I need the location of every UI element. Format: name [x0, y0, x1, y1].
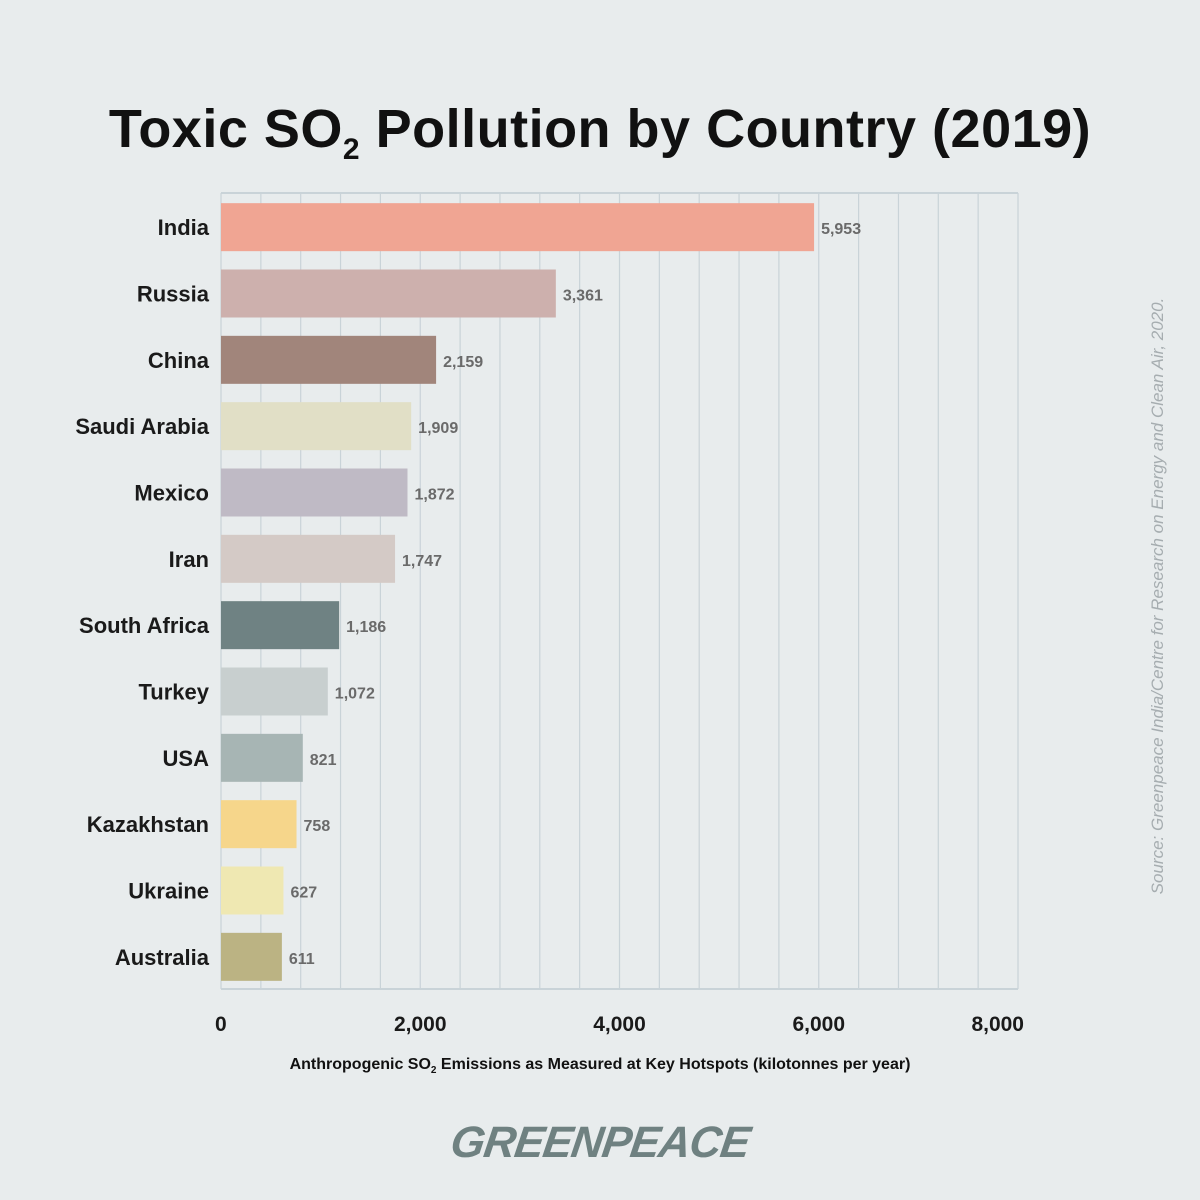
bar-australia [221, 932, 282, 981]
value-label: 758 [304, 818, 331, 835]
x-tick-label: 4,000 [593, 1013, 646, 1036]
category-label: South Africa [79, 613, 210, 638]
value-label: 1,186 [346, 619, 386, 636]
category-label: Australia [115, 945, 210, 970]
x-axis-label-text: Anthropogenic SO [289, 1056, 431, 1073]
x-axis-label-suffix: Emissions as Measured at Key Hotspots (k… [436, 1056, 911, 1073]
bar-south-africa [221, 601, 340, 650]
source-note: Source: Greenpeace India/Centre for Rese… [1148, 297, 1167, 895]
value-label: 611 [289, 951, 315, 968]
bar-kazakhstan [221, 800, 297, 849]
bar-russia [221, 269, 556, 318]
value-label: 2,159 [443, 354, 483, 371]
bar-china [221, 335, 437, 384]
x-axis-label: Anthropogenic SO2 Emissions as Measured … [0, 1056, 1200, 1076]
value-label: 1,872 [414, 487, 454, 504]
category-label: Mexico [134, 481, 209, 506]
value-label: 1,909 [418, 420, 458, 437]
category-label: India [158, 215, 210, 240]
x-axis-label-subscript: 2 [430, 1065, 437, 1077]
category-label: Saudi Arabia [75, 414, 209, 439]
category-label: Kazakhstan [87, 812, 209, 837]
x-tick-label: 0 [215, 1013, 227, 1036]
chart-title: Toxic SO2 Pollution by Country (2019) [0, 98, 1200, 167]
title-subscript: 2 [342, 133, 361, 166]
value-label: 3,361 [563, 288, 603, 305]
category-label: Ukraine [128, 879, 209, 904]
bar-ukraine [221, 866, 284, 915]
value-label: 1,072 [335, 686, 375, 703]
value-label: 821 [310, 752, 337, 769]
bar-mexico [221, 468, 408, 517]
bar-turkey [221, 667, 328, 716]
bar-usa [221, 733, 303, 782]
greenpeace-logo: GREENPEACE [447, 1118, 753, 1167]
bar-iran [221, 534, 396, 583]
category-label: Turkey [138, 680, 209, 705]
value-label: 1,747 [402, 553, 442, 570]
bar-india [221, 203, 815, 252]
category-label: Iran [169, 547, 209, 572]
value-label: 627 [290, 885, 317, 902]
category-label: Russia [137, 282, 210, 307]
x-tick-label: 8,000 [971, 1013, 1024, 1036]
title-text-suffix: Pollution by Country (2019) [360, 99, 1092, 159]
x-tick-label: 2,000 [394, 1013, 447, 1036]
bar-saudi-arabia [221, 402, 412, 451]
value-label: 5,953 [821, 221, 861, 238]
x-tick-label: 6,000 [792, 1013, 845, 1036]
category-label: USA [163, 746, 210, 771]
category-label: China [148, 348, 210, 373]
title-text: Toxic SO [108, 99, 343, 159]
